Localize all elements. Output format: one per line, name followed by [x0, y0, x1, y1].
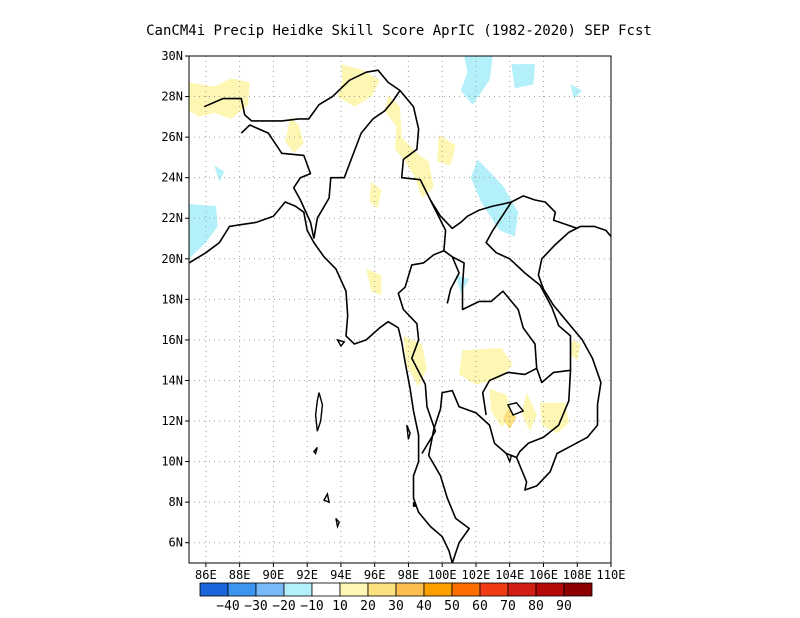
skill-region--10--20: [214, 165, 225, 182]
colorbar-swatch: [423, 582, 453, 597]
island-outline: [335, 517, 341, 529]
skill-region-10-20: [521, 392, 537, 432]
y-tick-label: 14N: [161, 373, 183, 387]
colorbar-swatch: [227, 582, 257, 597]
colorbar-swatch: [255, 582, 285, 597]
y-tick-label: 20N: [161, 252, 183, 266]
y-tick-label: 24N: [161, 171, 183, 185]
x-tick-label: 104E: [495, 568, 524, 582]
y-tick-label: 22N: [161, 211, 183, 225]
colorbar-label: −40: [216, 599, 239, 614]
country-border: [313, 90, 401, 239]
skill-region--10--20: [470, 159, 519, 237]
colorbar-swatch: [479, 582, 509, 597]
map-title: CanCM4i Precip Heidke Skill Score AprIC …: [146, 23, 652, 39]
colorbar-label: −20: [272, 599, 295, 614]
colorbar-legend: −40 −30 −20 −10 10 20 30 40 50 60 70 80 90: [199, 582, 593, 614]
colorbar-label: 50: [444, 599, 460, 614]
country-border: [397, 249, 445, 454]
colorbar-label: 10: [332, 599, 348, 614]
x-tick-label: 90E: [263, 568, 285, 582]
island-outline: [506, 402, 525, 416]
coastline: [189, 201, 454, 563]
y-tick-label: 8N: [169, 495, 183, 509]
colorbar-swatch: [311, 582, 341, 597]
x-tick-label: 108E: [563, 568, 592, 582]
y-tick-label: 6N: [169, 536, 183, 550]
x-tick-label: 96E: [364, 568, 386, 582]
country-border: [429, 199, 538, 416]
colorbar-swatch: [199, 582, 229, 597]
skill-region-10-20: [384, 94, 434, 198]
colorbar-swatch: [283, 582, 313, 597]
colorbar-label: −10: [300, 599, 323, 614]
skill-region-10-20: [285, 116, 304, 154]
colorbar-label: 70: [500, 599, 516, 614]
x-tick-label: 86E: [195, 568, 217, 582]
country-border: [446, 256, 460, 304]
colorbar-swatch: [339, 582, 369, 597]
x-tick-label: 92E: [296, 568, 318, 582]
coastlines-and-borders: [189, 69, 611, 563]
colorbar-label: 30: [388, 599, 404, 614]
skill-region--10--20: [460, 56, 493, 105]
skill-region-10-20: [337, 64, 380, 107]
coastline: [427, 225, 611, 563]
skill-region-10-20: [366, 268, 382, 296]
y-tick-label: 30N: [161, 49, 183, 63]
skill-region-10-20: [459, 348, 514, 385]
y-tick-label: 28N: [161, 90, 183, 104]
colorbar-swatch: [535, 582, 565, 597]
colorbar-label: 60: [472, 599, 488, 614]
colorbar-label: −30: [244, 599, 267, 614]
island-outline: [505, 452, 513, 464]
y-tick-label: 12N: [161, 414, 183, 428]
map-frame: [188, 55, 612, 564]
colorbar-label: 80: [528, 599, 544, 614]
colorbar-swatch: [563, 582, 593, 597]
skill-region--10--20: [189, 204, 218, 259]
skill-region-10-20: [403, 335, 427, 387]
island-outline: [323, 492, 331, 504]
skill-score-shading: [189, 56, 583, 434]
skill-region-10-20: [540, 402, 569, 434]
skill-region--10--20: [511, 64, 535, 89]
country-border: [203, 69, 578, 230]
colorbar-swatch: [367, 582, 397, 597]
latitude-axis: 6N 8N 10N 12N 14N 16N 18N 20N 22N 24N 26N 28N 30N: [161, 49, 189, 550]
country-border: [515, 370, 572, 458]
colorbar-swatch: [451, 582, 481, 597]
island-outline: [312, 446, 318, 455]
x-tick-label: 100E: [428, 568, 457, 582]
island-outline: [412, 501, 417, 507]
skill-region-10-20: [437, 135, 456, 166]
island-outline: [406, 424, 411, 440]
country-border: [485, 201, 572, 384]
x-tick-label: 94E: [330, 568, 352, 582]
island-outline: [314, 392, 324, 432]
y-tick-label: 16N: [161, 333, 183, 347]
y-tick-label: 10N: [161, 455, 183, 469]
colorbar-swatch: [507, 582, 537, 597]
country-border: [240, 124, 315, 239]
x-tick-label: 102E: [462, 568, 491, 582]
x-tick-label: 110E: [597, 568, 626, 582]
colorbar-label: 40: [416, 599, 432, 614]
colorbar-label: 90: [556, 599, 572, 614]
colorbar-swatch: [395, 582, 425, 597]
skill-region-10-20: [189, 78, 250, 119]
x-tick-label: 88E: [229, 568, 251, 582]
colorbar-label: 20: [360, 599, 376, 614]
skill-region-10-20: [570, 339, 581, 361]
x-tick-label: 98E: [398, 568, 420, 582]
y-tick-label: 18N: [161, 292, 183, 306]
longitude-axis: 86E 88E 90E 92E 94E 96E 98E 100E 102E 104E 106E 108…: [195, 563, 625, 582]
skill-region--10--20: [570, 84, 583, 99]
x-tick-label: 106E: [529, 568, 558, 582]
island-outline: [336, 338, 346, 348]
y-tick-label: 26N: [161, 130, 183, 144]
skill-region-10-20: [369, 181, 382, 209]
